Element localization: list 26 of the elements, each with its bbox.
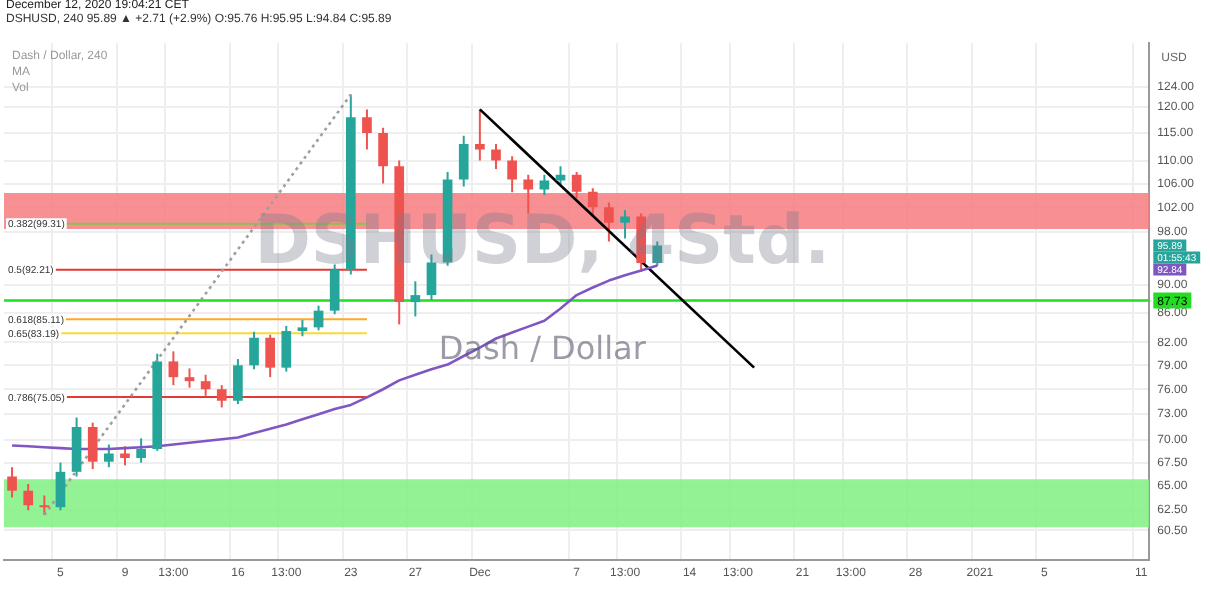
candlestick	[555, 165, 566, 186]
candlestick	[216, 384, 227, 409]
candlestick	[571, 170, 582, 200]
candlestick	[362, 108, 372, 151]
candlestick	[475, 108, 485, 162]
candlestick	[410, 280, 421, 318]
candlestick	[184, 367, 195, 389]
candlestick	[87, 421, 98, 471]
candlestick	[136, 437, 146, 464]
candlestick	[104, 443, 114, 469]
candlestick	[120, 445, 130, 467]
candlestick	[23, 483, 34, 512]
candlestick	[507, 155, 517, 194]
candlestick	[39, 494, 50, 516]
candlestick	[200, 373, 211, 397]
candlestick	[168, 350, 179, 387]
candlestick	[378, 126, 388, 185]
candlestick	[233, 358, 243, 406]
candlestick	[7, 466, 17, 499]
candlestick	[281, 324, 292, 373]
candlestick	[249, 330, 259, 371]
candlestick	[491, 142, 501, 171]
candlestick	[55, 461, 66, 512]
candlestick	[265, 333, 275, 379]
candlestick	[71, 416, 82, 478]
candlestick	[458, 134, 469, 188]
